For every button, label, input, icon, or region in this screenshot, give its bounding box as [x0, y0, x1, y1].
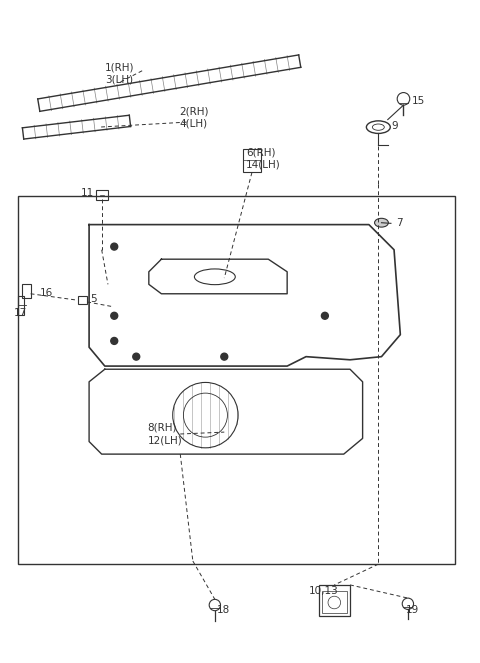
Text: 16: 16	[40, 288, 53, 298]
Text: 11: 11	[81, 188, 94, 198]
Text: 2(RH)
4(LH): 2(RH) 4(LH)	[179, 107, 208, 129]
Bar	[22, 284, 31, 298]
Text: 7: 7	[396, 218, 403, 228]
Text: 10,13: 10,13	[309, 586, 339, 596]
Text: 1(RH)
3(LH): 1(RH) 3(LH)	[105, 62, 134, 85]
Circle shape	[111, 337, 118, 344]
Circle shape	[322, 312, 328, 320]
Circle shape	[111, 243, 118, 250]
Text: 17: 17	[13, 308, 27, 318]
Circle shape	[133, 353, 140, 360]
Text: 8(RH)
12(LH): 8(RH) 12(LH)	[147, 423, 182, 445]
Circle shape	[111, 312, 118, 320]
Bar	[319, 585, 350, 617]
Text: 19: 19	[406, 605, 420, 615]
Bar	[18, 196, 455, 564]
Text: 9: 9	[392, 121, 398, 131]
Text: 6(RH)
14(LH): 6(RH) 14(LH)	[246, 147, 281, 170]
Bar	[78, 296, 87, 304]
Circle shape	[221, 353, 228, 360]
Bar	[243, 149, 261, 172]
Text: 18: 18	[216, 605, 229, 615]
Bar	[96, 190, 108, 200]
Text: 15: 15	[412, 95, 425, 105]
Ellipse shape	[374, 218, 388, 227]
Bar	[18, 296, 24, 314]
Bar	[322, 591, 347, 613]
Text: 5: 5	[90, 294, 96, 304]
